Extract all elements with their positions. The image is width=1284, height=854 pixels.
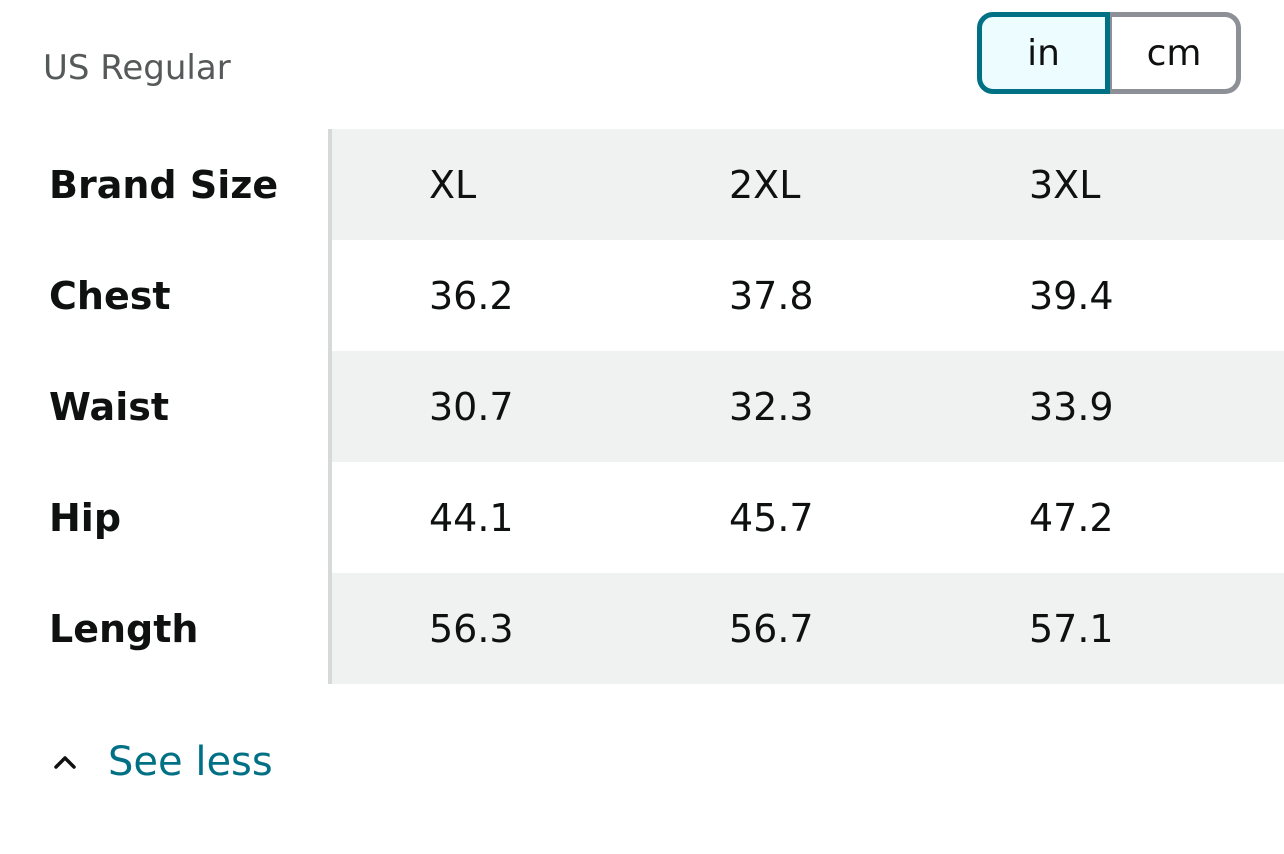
table-cell: 56.3 bbox=[429, 606, 514, 651]
table-cell: 45.7 bbox=[729, 495, 814, 540]
table-cell: 39.4 bbox=[1029, 273, 1114, 318]
header-values: XL 2XL 3XL bbox=[332, 129, 1284, 240]
row-label-hip: Hip bbox=[0, 462, 332, 573]
row-label-chest: Chest bbox=[0, 240, 332, 351]
table-cell: 44.1 bbox=[429, 495, 514, 540]
table-cell: 32.3 bbox=[729, 384, 814, 429]
unit-cm-button[interactable]: cm bbox=[1109, 12, 1241, 94]
row-label-waist: Waist bbox=[0, 351, 332, 462]
table-cell: 30.7 bbox=[429, 384, 514, 429]
table-row-hip: Hip 44.1 45.7 47.2 bbox=[0, 462, 1284, 573]
see-less-link[interactable]: See less bbox=[50, 736, 273, 788]
unit-toggle: in cm bbox=[977, 12, 1242, 94]
row-values: 36.2 37.8 39.4 bbox=[332, 240, 1284, 351]
size-chart-table: Brand Size XL 2XL 3XL Chest 36.2 37.8 39… bbox=[0, 129, 1284, 684]
table-cell: 37.8 bbox=[729, 273, 814, 318]
table-cell: 33.9 bbox=[1029, 384, 1114, 429]
table-cell: 56.7 bbox=[729, 606, 814, 651]
table-header-row: Brand Size XL 2XL 3XL bbox=[0, 129, 1284, 240]
size-xl: XL bbox=[429, 162, 477, 207]
size-region-label: US Regular bbox=[43, 48, 231, 88]
row-label-length: Length bbox=[0, 573, 332, 684]
row-label-brand-size: Brand Size bbox=[0, 129, 332, 240]
see-less-label: See less bbox=[108, 739, 273, 785]
row-values: 56.3 56.7 57.1 bbox=[332, 573, 1284, 684]
table-row-length: Length 56.3 56.7 57.1 bbox=[0, 573, 1284, 684]
row-values: 30.7 32.3 33.9 bbox=[332, 351, 1284, 462]
row-values: 44.1 45.7 47.2 bbox=[332, 462, 1284, 573]
chevron-up-icon bbox=[50, 747, 80, 777]
size-3xl: 3XL bbox=[1029, 162, 1101, 207]
table-cell: 57.1 bbox=[1029, 606, 1114, 651]
table-cell: 36.2 bbox=[429, 273, 514, 318]
table-row-waist: Waist 30.7 32.3 33.9 bbox=[0, 351, 1284, 462]
table-cell: 47.2 bbox=[1029, 495, 1114, 540]
unit-in-button[interactable]: in bbox=[977, 12, 1110, 94]
size-2xl: 2XL bbox=[729, 162, 801, 207]
table-row-chest: Chest 36.2 37.8 39.4 bbox=[0, 240, 1284, 351]
